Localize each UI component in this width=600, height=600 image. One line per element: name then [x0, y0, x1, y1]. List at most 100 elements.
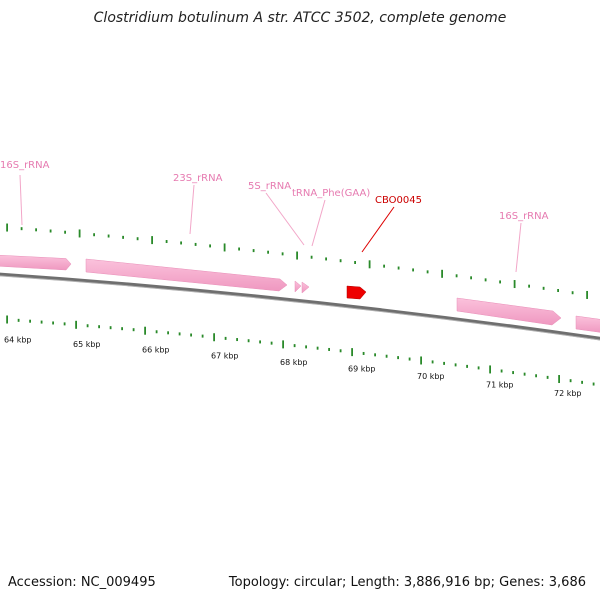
scale-label: 64 kbp	[4, 335, 32, 344]
feature-track-tick	[571, 291, 574, 295]
scale-tick	[293, 344, 296, 348]
feature-track-tick	[252, 249, 255, 253]
rRNA-arrow-edge[interactable]	[575, 315, 600, 333]
5S-rRNA-arrow[interactable]	[294, 280, 302, 293]
23S-rRNA-arrow[interactable]	[85, 258, 288, 292]
scale-tick	[144, 326, 146, 335]
feature-label: tRNA_Phe(GAA)	[292, 188, 370, 199]
scale-tick	[224, 336, 227, 340]
feature-track-tick	[470, 276, 472, 280]
scale-tick	[17, 318, 20, 322]
scale-tick	[351, 348, 353, 357]
feature-label: 16S_rRNA	[499, 211, 549, 222]
scale-tick	[397, 356, 399, 360]
scale-tick	[121, 327, 123, 331]
feature-label: 16S_rRNA	[0, 160, 50, 171]
CBO0045-leader	[361, 206, 395, 253]
scale-tick	[282, 340, 284, 349]
feature-track-tick	[107, 234, 110, 238]
scale-tick	[374, 353, 376, 357]
16S-rRNA-left-leader	[19, 174, 23, 226]
feature-track-tick	[397, 266, 400, 270]
scale-ticks	[6, 315, 595, 386]
feature-track-tick	[281, 252, 284, 256]
scale-tick	[431, 360, 434, 364]
scale-tick	[581, 380, 583, 384]
feature-track-tick	[513, 280, 516, 289]
feature-track-tick	[267, 250, 269, 254]
scale-tick	[443, 361, 445, 365]
scale-tick	[213, 333, 215, 342]
scale-tick	[408, 357, 411, 361]
scale-tick	[190, 333, 192, 337]
scale-tick	[270, 341, 273, 345]
scale-label: 72 kbp	[554, 389, 582, 398]
scale-tick	[316, 346, 319, 350]
scale-tick	[247, 339, 250, 343]
scale-tick	[454, 363, 457, 367]
scale-tick	[477, 366, 480, 370]
feature-track-tick	[136, 237, 139, 241]
scale-tick	[29, 319, 31, 323]
feature-track-tick	[586, 290, 588, 299]
scale-label: 67 kbp	[211, 351, 239, 360]
feature-track-ticks	[6, 223, 588, 299]
scale-tick	[500, 369, 503, 373]
genome-backbone-highlight	[0, 275, 600, 341]
feature-track-tick	[49, 229, 52, 233]
scale-tick	[6, 315, 8, 324]
16S-rRNA-arrow-left[interactable]	[0, 254, 72, 271]
feature-track-tick	[339, 259, 342, 263]
feature-track-tick	[528, 284, 530, 288]
tRNA-Phe-arrow[interactable]	[301, 281, 310, 294]
scale-tick	[546, 375, 549, 379]
scale-tick	[523, 372, 526, 376]
feature-track-tick	[296, 251, 298, 260]
feature-track-tick	[122, 235, 124, 239]
scale-tick	[569, 379, 572, 383]
23S-rRNA-leader	[189, 184, 195, 235]
feature-track-tick	[35, 228, 37, 232]
feature-track-tick	[426, 270, 429, 274]
scale-tick	[558, 375, 560, 384]
scale-tick	[109, 326, 112, 330]
scale-tick	[75, 320, 77, 329]
feature-track-tick	[78, 229, 81, 238]
scale-tick	[420, 356, 422, 365]
scale-tick	[466, 364, 468, 368]
scale-tick	[362, 351, 365, 355]
scale-tick	[385, 354, 388, 358]
feature-labels: 16S_rRNA 23S_rRNA 5S_rRNA tRNA_Phe(GAA) …	[0, 160, 549, 222]
scale-label: 66 kbp	[142, 345, 170, 354]
feature-track-tick	[484, 278, 487, 282]
feature-track-tick	[325, 257, 327, 261]
scale-tick	[535, 374, 537, 378]
scale-tick	[512, 371, 514, 375]
scale-tick	[167, 331, 169, 335]
feature-track-tick	[20, 227, 23, 231]
feature-track-tick	[368, 260, 371, 269]
scale-tick	[40, 320, 43, 324]
scale-tick	[236, 338, 238, 342]
scale-label: 71 kbp	[486, 380, 514, 389]
scale-label: 68 kbp	[280, 358, 308, 367]
feature-track-tick	[441, 269, 443, 278]
scale-tick	[489, 365, 491, 374]
16S-rRNA-arrow-right[interactable]	[456, 297, 562, 326]
feature-track-tick	[64, 230, 66, 234]
scale-tick	[339, 349, 342, 353]
feature-track-tick	[194, 242, 197, 246]
scale-tick	[98, 325, 100, 329]
accession-text: Accession: NC_009495	[8, 575, 156, 590]
scale-tick	[592, 382, 595, 386]
scale-labels: 64 kbp 65 kbp 66 kbp 67 kbp 68 kbp 69 kbp 70 k…	[4, 335, 582, 398]
feature-track-tick	[151, 236, 153, 245]
feature-track-tick	[412, 268, 414, 272]
CBO0045-gene-arrow[interactable]	[346, 285, 367, 300]
feature-label: 5S_rRNA	[248, 181, 291, 192]
tRNA-Phe-leader	[311, 199, 326, 247]
feature-label: 23S_rRNA	[173, 173, 223, 184]
feature-track-tick	[223, 243, 226, 252]
scale-tick	[305, 345, 307, 349]
